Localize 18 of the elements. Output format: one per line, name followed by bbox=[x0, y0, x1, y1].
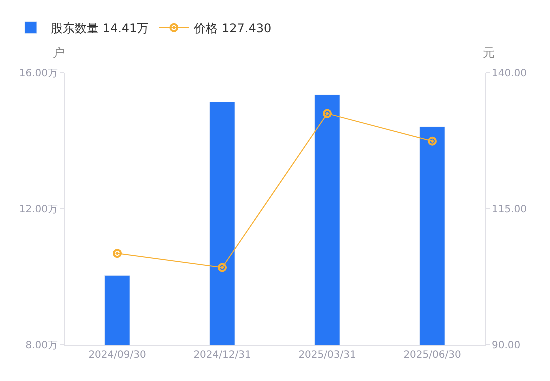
y2-tick-label: 140.00 bbox=[492, 68, 527, 80]
x-tick-label: 2025/03/31 bbox=[298, 350, 356, 361]
x-tick-label: 2024/09/30 bbox=[88, 350, 146, 361]
point bbox=[323, 109, 332, 118]
point bbox=[218, 263, 227, 272]
x-tick-label: 2025/06/30 bbox=[404, 350, 462, 361]
legend-label: 股东数量 14.41万 bbox=[51, 22, 150, 36]
point bbox=[113, 249, 122, 258]
y-tick-label: 16.00万 bbox=[19, 68, 58, 80]
y2-tick-label: 90.00 bbox=[492, 340, 521, 352]
y-tick-label: 12.00万 bbox=[19, 204, 58, 216]
y-axis-title: 户 bbox=[53, 46, 65, 60]
y2-axis-title: 元 bbox=[483, 46, 495, 60]
point bbox=[428, 136, 437, 146]
x-tick-label: 2024/12/31 bbox=[194, 350, 252, 361]
y2-tick-label: 115.00 bbox=[492, 204, 527, 216]
y-tick-label: 8.00万 bbox=[26, 340, 58, 352]
legend-label: 价格 127.430 bbox=[193, 22, 272, 36]
